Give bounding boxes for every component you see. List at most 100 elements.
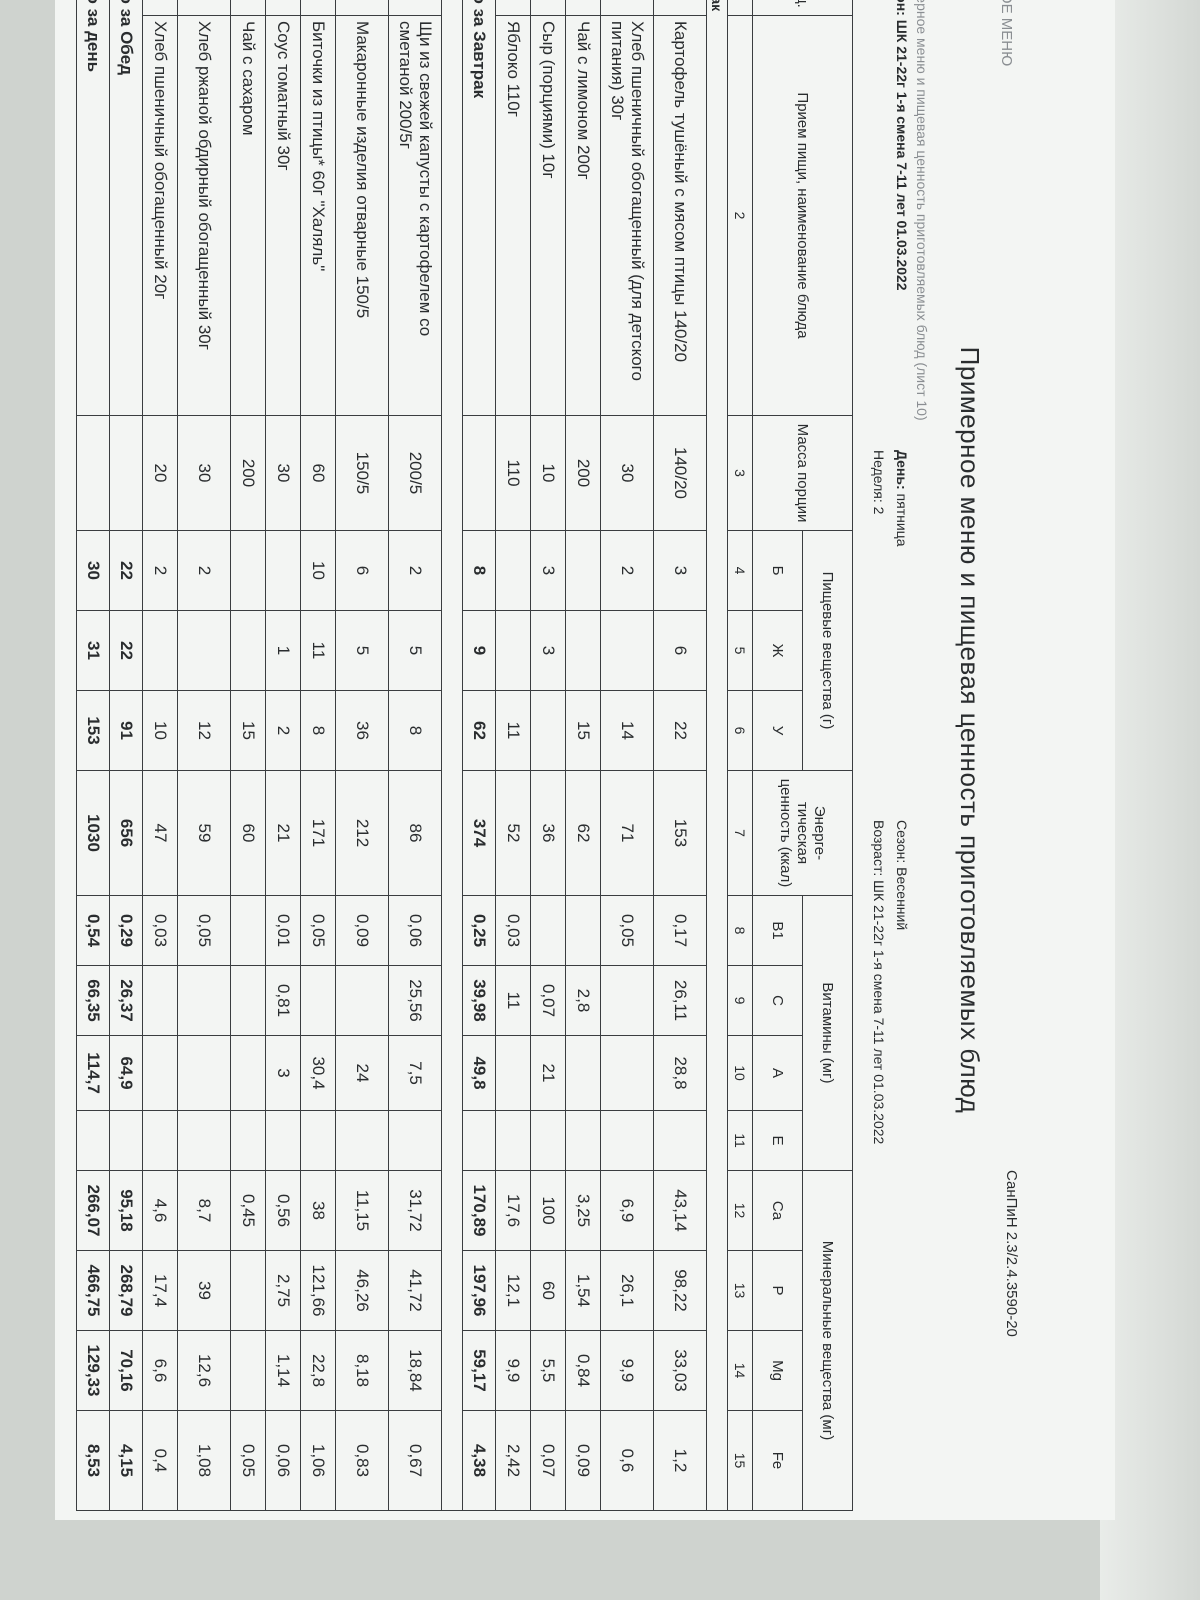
dish-name: Хлеб пшеничный обогащенный (для детского… bbox=[600, 15, 654, 416]
total-cell: 70,16 bbox=[109, 1330, 143, 1411]
background bbox=[1100, 0, 1200, 1600]
value-cell: 8 bbox=[388, 690, 442, 771]
value-cell: 121,66 bbox=[300, 1250, 336, 1331]
total-row: Итого за Завтрак 8 9 62 374 0,25 39,98 49,8 170,… bbox=[462, 0, 496, 1511]
value-cell: 43,14 bbox=[653, 1170, 707, 1251]
value-cell: 33,03 bbox=[653, 1330, 707, 1411]
dish-name: Биточки из птицы* 60г "Халяль" bbox=[300, 15, 336, 416]
col-b1: B1 bbox=[752, 895, 803, 966]
value-cell bbox=[388, 1110, 442, 1171]
dish-name: Хлеб пшеничный обогащенный 20г bbox=[142, 15, 178, 416]
table-row: Макаронные изделия отварные 150/5 150/5 6 5… bbox=[335, 0, 389, 1511]
value-cell: 30 bbox=[600, 415, 654, 531]
value-cell: 11 bbox=[495, 690, 531, 771]
total-cell: 1030 bbox=[76, 770, 110, 896]
column-number: 15 bbox=[727, 1410, 753, 1511]
total-cell bbox=[109, 415, 143, 531]
total-cell: 22 bbox=[109, 610, 143, 691]
value-cell bbox=[653, 1110, 707, 1171]
value-cell: 60 bbox=[230, 770, 266, 896]
total-cell bbox=[76, 1110, 110, 1171]
total-cell: 466,75 bbox=[76, 1250, 110, 1331]
value-cell: 3 bbox=[265, 1035, 301, 1111]
ration-label: Рацион: ШК 21-22г 1-я смена 7-11 лет 01.… bbox=[894, 0, 910, 291]
season-value: Весенний bbox=[894, 867, 910, 931]
document-page: ...СКОЕ МЕНЮ СанПиН 2.3/2.4.3590-20 Прим… bbox=[55, 0, 1115, 1520]
column-number: 5 bbox=[727, 610, 753, 691]
value-cell bbox=[530, 690, 566, 771]
value-cell bbox=[265, 530, 301, 611]
col-fe: Fe bbox=[752, 1410, 803, 1511]
value-cell: 171 bbox=[300, 770, 336, 896]
total-cell: 91 bbox=[109, 690, 143, 771]
col-б: Б bbox=[752, 530, 803, 611]
value-cell: 8 bbox=[300, 690, 336, 771]
column-number: 2 bbox=[727, 15, 753, 416]
dish-name: Щи из свежей капусты с картофелем со сме… bbox=[388, 15, 442, 416]
value-cell bbox=[177, 1110, 231, 1171]
value-cell: 5,5 bbox=[530, 1330, 566, 1411]
value-cell bbox=[230, 530, 266, 611]
value-cell bbox=[230, 965, 266, 1036]
value-cell: 212 bbox=[335, 770, 389, 896]
value-cell bbox=[142, 965, 178, 1036]
value-cell: 26,1 bbox=[600, 1250, 654, 1331]
value-cell: 0,03 bbox=[142, 895, 178, 966]
total-label: Итого за день bbox=[76, 0, 110, 416]
col-ж: Ж bbox=[752, 610, 803, 691]
value-cell: 10 bbox=[142, 690, 178, 771]
value-cell: 30 bbox=[265, 415, 301, 531]
column-number: 13 bbox=[727, 1250, 753, 1331]
total-cell: 153 bbox=[76, 690, 110, 771]
value-cell bbox=[600, 1035, 654, 1111]
value-cell: 10 bbox=[530, 415, 566, 531]
value-cell: 11 bbox=[300, 610, 336, 691]
total-cell: 0,29 bbox=[109, 895, 143, 966]
value-cell: 0,83 bbox=[335, 1410, 389, 1511]
value-cell: 22 bbox=[653, 690, 707, 771]
value-cell: 5 bbox=[388, 610, 442, 691]
value-cell: 9,9 bbox=[495, 1330, 531, 1411]
value-cell: 6 bbox=[653, 610, 707, 691]
value-cell bbox=[177, 1035, 231, 1111]
column-number: 11 bbox=[727, 1110, 753, 1171]
total-cell: 114,7 bbox=[76, 1035, 110, 1111]
value-cell: 3,25 bbox=[565, 1170, 601, 1251]
value-cell: 6 bbox=[335, 530, 389, 611]
value-cell: 0,09 bbox=[335, 895, 389, 966]
value-cell bbox=[495, 1110, 531, 1171]
value-cell bbox=[600, 610, 654, 691]
col-mass: Масса порции bbox=[752, 415, 853, 531]
value-cell: 3 bbox=[530, 610, 566, 691]
column-number: 1 bbox=[727, 0, 753, 16]
value-cell bbox=[230, 1250, 266, 1331]
table-row: Чай с сахаром 200 15 60 0,45 0,05 bbox=[230, 0, 266, 1511]
value-cell: 38 bbox=[300, 1170, 336, 1251]
total-label: Итого за Обед bbox=[109, 0, 143, 416]
value-cell bbox=[300, 965, 336, 1036]
recipe-number bbox=[142, 0, 178, 16]
total-cell: 268,79 bbox=[109, 1250, 143, 1331]
week-label: Неделя: 2 bbox=[871, 450, 887, 515]
value-cell bbox=[495, 1035, 531, 1111]
age-label: Возраст: ШК 21-22г 1-я смена 7-11 лет 01… bbox=[871, 820, 887, 1145]
value-cell: 98,22 bbox=[653, 1250, 707, 1331]
total-cell: 66,35 bbox=[76, 965, 110, 1036]
value-cell: 4,6 bbox=[142, 1170, 178, 1251]
value-cell: 10 bbox=[300, 530, 336, 611]
value-cell: 0,45 bbox=[230, 1170, 266, 1251]
value-cell bbox=[142, 610, 178, 691]
value-cell bbox=[495, 610, 531, 691]
value-cell: 5 bbox=[335, 610, 389, 691]
value-cell: 30 bbox=[177, 415, 231, 531]
col-mg: Mg bbox=[752, 1330, 803, 1411]
total-label: Итого за Завтрак bbox=[462, 0, 496, 416]
value-cell: 28,8 bbox=[653, 1035, 707, 1111]
value-cell: 1,14 bbox=[265, 1330, 301, 1411]
value-cell: 12 bbox=[177, 690, 231, 771]
dish-name: Картофель тушёный с мясом птицы 140/20 bbox=[653, 15, 707, 416]
value-cell: 153 bbox=[653, 770, 707, 896]
value-cell: 86 bbox=[388, 770, 442, 896]
total-cell: 8,53 bbox=[76, 1410, 110, 1511]
col-nutrients: Пищевые вещества (г) bbox=[802, 530, 853, 771]
